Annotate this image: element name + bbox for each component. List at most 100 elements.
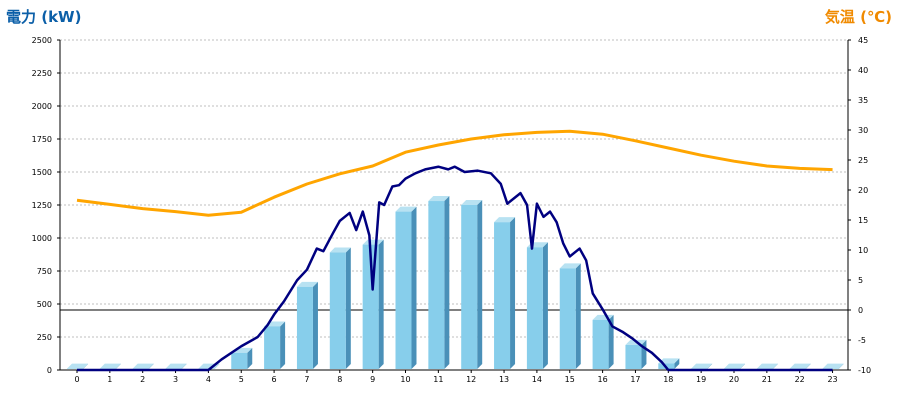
bar-front — [296, 286, 313, 369]
left-tick-label: 250 — [37, 333, 52, 342]
bar-side — [510, 217, 516, 369]
right-tick-label: -5 — [858, 336, 866, 345]
bar-side — [838, 363, 844, 369]
right-tick-label: 45 — [858, 36, 868, 45]
bar-front — [428, 201, 445, 369]
bar — [526, 242, 548, 369]
bar-top — [165, 363, 187, 369]
bar-top — [329, 247, 351, 253]
bar — [494, 217, 516, 369]
bar-side — [575, 263, 581, 369]
right-tick-label: 15 — [858, 216, 868, 225]
right-tick-label: 35 — [858, 96, 868, 105]
bar-side — [411, 206, 417, 369]
bar-side — [444, 196, 450, 369]
bar-front — [625, 344, 642, 369]
x-tick-label: 15 — [565, 375, 575, 384]
left-tick-label: 0 — [47, 366, 52, 375]
right-tick-label: 25 — [858, 156, 868, 165]
bar-front — [559, 268, 576, 369]
bar — [789, 363, 811, 369]
x-tick-label: 2 — [140, 375, 145, 384]
x-tick-label: 3 — [173, 375, 178, 384]
bar-top — [559, 263, 581, 269]
x-tick-label: 5 — [239, 375, 244, 384]
right-tick-label: 20 — [858, 186, 868, 195]
bar — [724, 363, 745, 369]
x-tick-label: 14 — [532, 375, 542, 384]
bar — [461, 200, 483, 369]
left-axis-title: 電力 (kW) — [6, 8, 82, 26]
bar-side — [378, 239, 384, 369]
bar — [67, 363, 88, 369]
x-tick-label: 22 — [795, 375, 805, 384]
bar-top — [132, 363, 154, 369]
bar — [329, 247, 351, 369]
x-tick-label: 17 — [630, 375, 640, 384]
x-tick-label: 9 — [370, 375, 375, 384]
bar-front — [592, 319, 609, 369]
bar-top — [362, 239, 384, 245]
bar — [264, 321, 286, 369]
bar-side — [181, 363, 187, 369]
bar — [231, 347, 253, 369]
x-tick-label: 18 — [663, 375, 673, 384]
power-bars — [67, 196, 844, 369]
bar-top — [99, 363, 121, 369]
x-tick-label: 6 — [272, 375, 277, 384]
bar-side — [805, 363, 811, 369]
temperature-line — [76, 129, 833, 217]
bar-side — [740, 363, 745, 369]
x-tick-label: 1 — [107, 375, 112, 384]
bar-front — [264, 326, 281, 369]
bar — [165, 363, 187, 369]
x-tick-label: 7 — [304, 375, 309, 384]
right-tick-label: 30 — [858, 126, 868, 135]
bar-top — [658, 358, 680, 364]
bar-front — [461, 205, 478, 369]
bar-front — [395, 211, 412, 369]
left-tick-label: 1750 — [32, 135, 52, 144]
bar — [756, 363, 778, 369]
bar-front — [329, 252, 346, 369]
bar-top — [756, 363, 778, 369]
bar — [296, 281, 318, 369]
x-tick-label: 16 — [598, 375, 608, 384]
bar-side — [608, 314, 614, 369]
bar — [691, 363, 713, 369]
bar — [99, 363, 121, 369]
bar-side — [707, 363, 713, 369]
left-tick-label: 1500 — [32, 168, 52, 177]
right-tick-label: 40 — [858, 66, 868, 75]
x-tick-label: 20 — [729, 375, 739, 384]
bar-top — [822, 363, 844, 369]
bar-side — [280, 321, 286, 369]
x-tick-label: 4 — [206, 375, 211, 384]
x-tick-label: 0 — [74, 375, 79, 384]
left-tick-label: 2500 — [32, 36, 52, 45]
x-tick-label: 19 — [696, 375, 706, 384]
x-tick-label: 21 — [762, 375, 772, 384]
bar-side — [115, 363, 121, 369]
bar — [625, 339, 647, 369]
left-tick-label: 750 — [37, 267, 52, 276]
bar-side — [641, 339, 647, 369]
bar-top — [789, 363, 811, 369]
left-tick-label: 2250 — [32, 69, 52, 78]
bar-side — [772, 363, 778, 369]
bar-top — [395, 206, 417, 212]
bar-side — [312, 281, 318, 369]
bar-front — [231, 352, 248, 369]
bar-top — [428, 196, 450, 202]
right-tick-label: 5 — [858, 276, 863, 285]
bar-side — [674, 358, 680, 369]
left-tick-label: 1250 — [32, 201, 52, 210]
bar — [428, 196, 450, 369]
bar-side — [542, 242, 548, 369]
bar — [132, 363, 154, 369]
left-tick-label: 1000 — [32, 234, 52, 243]
bar — [559, 263, 581, 369]
bar-front — [526, 247, 543, 369]
